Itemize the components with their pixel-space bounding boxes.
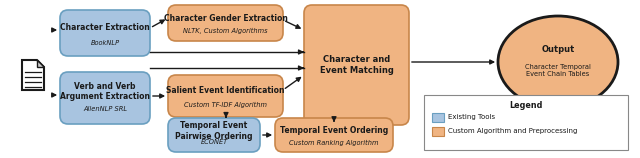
Text: Output: Output <box>541 46 575 55</box>
Text: Temporal Event Ordering: Temporal Event Ordering <box>280 126 388 135</box>
FancyBboxPatch shape <box>275 118 393 152</box>
FancyBboxPatch shape <box>60 72 150 124</box>
Ellipse shape <box>498 16 618 108</box>
Text: NLTK, Custom Algorithms: NLTK, Custom Algorithms <box>183 28 268 34</box>
Text: Custom Algorithm and Preprocessing: Custom Algorithm and Preprocessing <box>448 128 577 134</box>
Text: Existing Tools: Existing Tools <box>448 114 495 120</box>
Text: Custom TF-IDF Algorithm: Custom TF-IDF Algorithm <box>184 102 267 108</box>
FancyBboxPatch shape <box>432 127 444 136</box>
Text: Legend: Legend <box>509 100 543 109</box>
FancyBboxPatch shape <box>432 113 444 122</box>
Text: BookNLP: BookNLP <box>90 40 120 46</box>
FancyBboxPatch shape <box>424 95 628 150</box>
FancyBboxPatch shape <box>168 75 283 117</box>
Text: Verb and Verb
Argument Extraction: Verb and Verb Argument Extraction <box>60 82 150 101</box>
Text: Character and
Event Matching: Character and Event Matching <box>319 55 394 75</box>
FancyBboxPatch shape <box>168 118 260 152</box>
Text: Salient Event Identification: Salient Event Identification <box>166 86 285 95</box>
Text: Custom Ranking Algorithm: Custom Ranking Algorithm <box>289 139 379 146</box>
Text: Character Extraction: Character Extraction <box>60 23 150 32</box>
Text: Temporal Event
Pairwise Ordering: Temporal Event Pairwise Ordering <box>175 121 253 141</box>
Polygon shape <box>37 60 44 67</box>
Text: AllenNLP SRL: AllenNLP SRL <box>83 106 127 112</box>
Polygon shape <box>22 60 44 90</box>
FancyBboxPatch shape <box>304 5 409 125</box>
Text: Character Gender Extraction: Character Gender Extraction <box>164 14 287 23</box>
FancyBboxPatch shape <box>60 10 150 56</box>
FancyBboxPatch shape <box>168 5 283 41</box>
Text: Character Temporal
Event Chain Tables: Character Temporal Event Chain Tables <box>525 64 591 76</box>
Text: ECONET: ECONET <box>200 140 228 146</box>
